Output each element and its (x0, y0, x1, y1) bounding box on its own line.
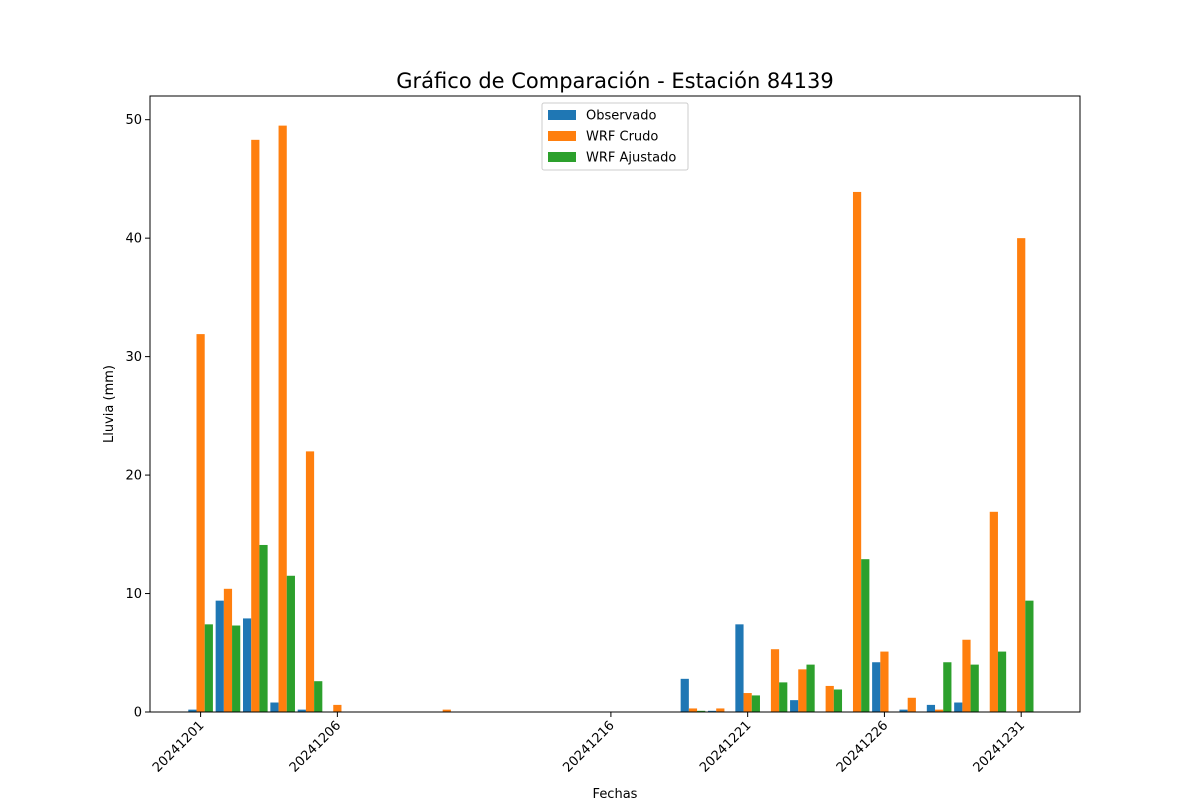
legend: Observado WRF Crudo WRF Ajustado (541, 102, 689, 171)
bar-wrf-crudo-2 (251, 139, 260, 712)
bar-wrf-ajustado-10 (779, 682, 788, 712)
bar-wrf-crudo-12 (825, 685, 834, 712)
legend-label: Observado (586, 109, 657, 124)
bar-wrf-crudo-8 (716, 708, 725, 712)
bar-observado-8 (708, 710, 717, 712)
bar-wrf-crudo-15 (907, 697, 916, 712)
bar-wrf-crudo-18 (989, 511, 998, 712)
bar-wrf-ajustado-17 (970, 664, 979, 712)
bar-wrf-crudo-9 (743, 693, 752, 712)
bar-wrf-ajustado-18 (997, 651, 1007, 712)
bar-wrf-ajustado-1 (232, 625, 241, 712)
bar-wrf-crudo-10 (770, 649, 780, 712)
bar-observado-3 (270, 702, 279, 712)
bar-wrf-crudo-14 (880, 651, 889, 712)
bar-wrf-ajustado-4 (314, 681, 323, 712)
bar-wrf-ajustado-0 (204, 624, 213, 712)
x-tick-label: 20241226 (834, 718, 891, 775)
bar-wrf-crudo-11 (798, 669, 807, 712)
bar-wrf-ajustado-2 (259, 544, 268, 712)
bar-observado-15 (899, 709, 908, 712)
x-ticks: 20241201 20241206 20241216 20241221 20241226… (150, 712, 1028, 776)
bar-wrf-crudo-4 (305, 451, 315, 712)
chart-title: Gráfico de Comparación - Estación 84139 (396, 69, 833, 93)
bar-wrf-ajustado-12 (833, 689, 843, 712)
bar-wrf-crudo-6 (442, 709, 451, 712)
bar-observado-9 (735, 624, 744, 712)
legend-label: WRF Ajustado (586, 151, 676, 166)
x-tick-label: 20241221 (697, 718, 754, 775)
legend-swatch (548, 131, 576, 141)
bars (188, 125, 1034, 713)
bar-observado-1 (215, 600, 224, 712)
bar-observado-0 (188, 709, 197, 712)
legend-swatch (548, 152, 576, 162)
x-tick-label: 20241231 (971, 718, 1028, 775)
y-tick-label: 0 (134, 706, 142, 721)
bar-wrf-crudo-19 (1017, 238, 1026, 712)
bar-wrf-ajustado-9 (751, 695, 760, 712)
x-tick-label: 20241216 (560, 718, 617, 775)
bar-observado-14 (872, 662, 881, 712)
bar-observado-2 (243, 618, 252, 712)
x-tick-label: 20241201 (150, 718, 207, 775)
x-tick-label: 20241206 (287, 718, 344, 775)
y-ticks: 0 10 20 30 40 50 (125, 113, 150, 721)
y-tick-label: 30 (125, 350, 142, 365)
y-tick-label: 40 (125, 232, 142, 247)
bar-wrf-crudo-0 (196, 334, 205, 712)
bar-wrf-ajustado-19 (1025, 600, 1034, 712)
y-tick-label: 20 (125, 469, 142, 484)
bar-wrf-ajustado-13 (861, 559, 870, 712)
legend-label: WRF Crudo (586, 130, 658, 145)
bar-wrf-crudo-13 (852, 191, 862, 712)
bar-wrf-ajustado-16 (943, 662, 952, 712)
bar-wrf-crudo-3 (278, 125, 287, 713)
y-tick-label: 50 (125, 113, 142, 128)
y-tick-label: 10 (125, 587, 142, 602)
bar-observado-17 (954, 702, 963, 712)
y-axis-label: Lluvia (mm) (102, 365, 117, 443)
bar-wrf-crudo-5 (333, 704, 342, 712)
bar-wrf-crudo-1 (223, 588, 233, 712)
bar-wrf-crudo-17 (962, 639, 971, 712)
bar-observado-16 (926, 704, 936, 712)
legend-box (541, 102, 689, 171)
bar-wrf-ajustado-3 (286, 575, 295, 712)
bar-wrf-ajustado-11 (806, 664, 815, 712)
bar-observado-11 (790, 700, 799, 712)
plot-frame (149, 95, 1081, 713)
bar-observado-4 (297, 709, 306, 712)
legend-swatch (548, 110, 576, 120)
bar-observado-7 (680, 678, 689, 712)
bar-wrf-ajustado-7 (697, 710, 706, 712)
bar-wrf-crudo-7 (688, 708, 698, 712)
bar-wrf-crudo-16 (935, 709, 944, 712)
x-axis-label: Fechas (593, 787, 638, 800)
